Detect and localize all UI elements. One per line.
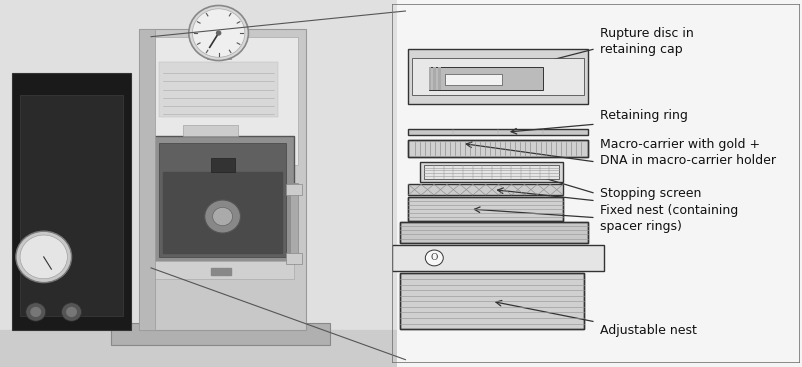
Bar: [163, 172, 282, 253]
Bar: [111, 323, 330, 345]
Text: Fixed nest (containing
spacer rings): Fixed nest (containing spacer rings): [599, 204, 737, 233]
Bar: [428, 67, 542, 90]
Circle shape: [205, 200, 240, 233]
Bar: [12, 73, 131, 330]
Bar: [407, 197, 562, 221]
Circle shape: [31, 308, 40, 316]
Bar: [159, 143, 286, 257]
Circle shape: [192, 9, 245, 57]
Bar: [438, 67, 440, 90]
Circle shape: [67, 308, 76, 316]
Bar: [399, 222, 587, 243]
Bar: [139, 29, 306, 330]
Bar: [147, 37, 298, 165]
Circle shape: [217, 31, 221, 35]
Circle shape: [20, 235, 67, 279]
Text: Adjustable nest: Adjustable nest: [599, 324, 696, 338]
Bar: [210, 158, 234, 172]
Circle shape: [188, 6, 248, 61]
Bar: [0, 330, 397, 367]
Bar: [407, 140, 587, 157]
Bar: [407, 184, 562, 195]
Circle shape: [425, 250, 443, 266]
Circle shape: [26, 303, 46, 321]
Text: O: O: [430, 254, 437, 262]
Bar: [210, 268, 230, 275]
Text: Stopping screen: Stopping screen: [599, 187, 700, 200]
Bar: [424, 165, 558, 179]
Circle shape: [62, 303, 81, 321]
Bar: [139, 29, 155, 330]
Bar: [391, 246, 603, 270]
Bar: [399, 273, 583, 329]
Bar: [407, 49, 587, 104]
Bar: [407, 129, 587, 135]
Circle shape: [213, 207, 233, 226]
Text: Macro-carrier with gold +
DNA in macro-carrier holder: Macro-carrier with gold + DNA in macro-c…: [599, 138, 775, 167]
Bar: [407, 140, 587, 157]
Bar: [433, 67, 435, 90]
Text: Rupture disc in
retaining cap: Rupture disc in retaining cap: [599, 27, 693, 56]
Bar: [151, 261, 294, 279]
Bar: [411, 58, 583, 95]
Bar: [20, 95, 123, 316]
Bar: [290, 184, 298, 257]
Circle shape: [16, 231, 71, 283]
Bar: [151, 136, 294, 264]
Bar: [206, 44, 230, 59]
Bar: [183, 125, 238, 136]
Text: Retaining ring: Retaining ring: [599, 109, 687, 122]
Bar: [399, 273, 583, 329]
Bar: [159, 62, 278, 117]
Bar: [399, 222, 587, 243]
Bar: [286, 184, 302, 195]
Bar: [420, 162, 562, 182]
Bar: [444, 74, 501, 85]
Bar: [407, 197, 562, 221]
Bar: [428, 67, 431, 90]
Bar: [286, 253, 302, 264]
